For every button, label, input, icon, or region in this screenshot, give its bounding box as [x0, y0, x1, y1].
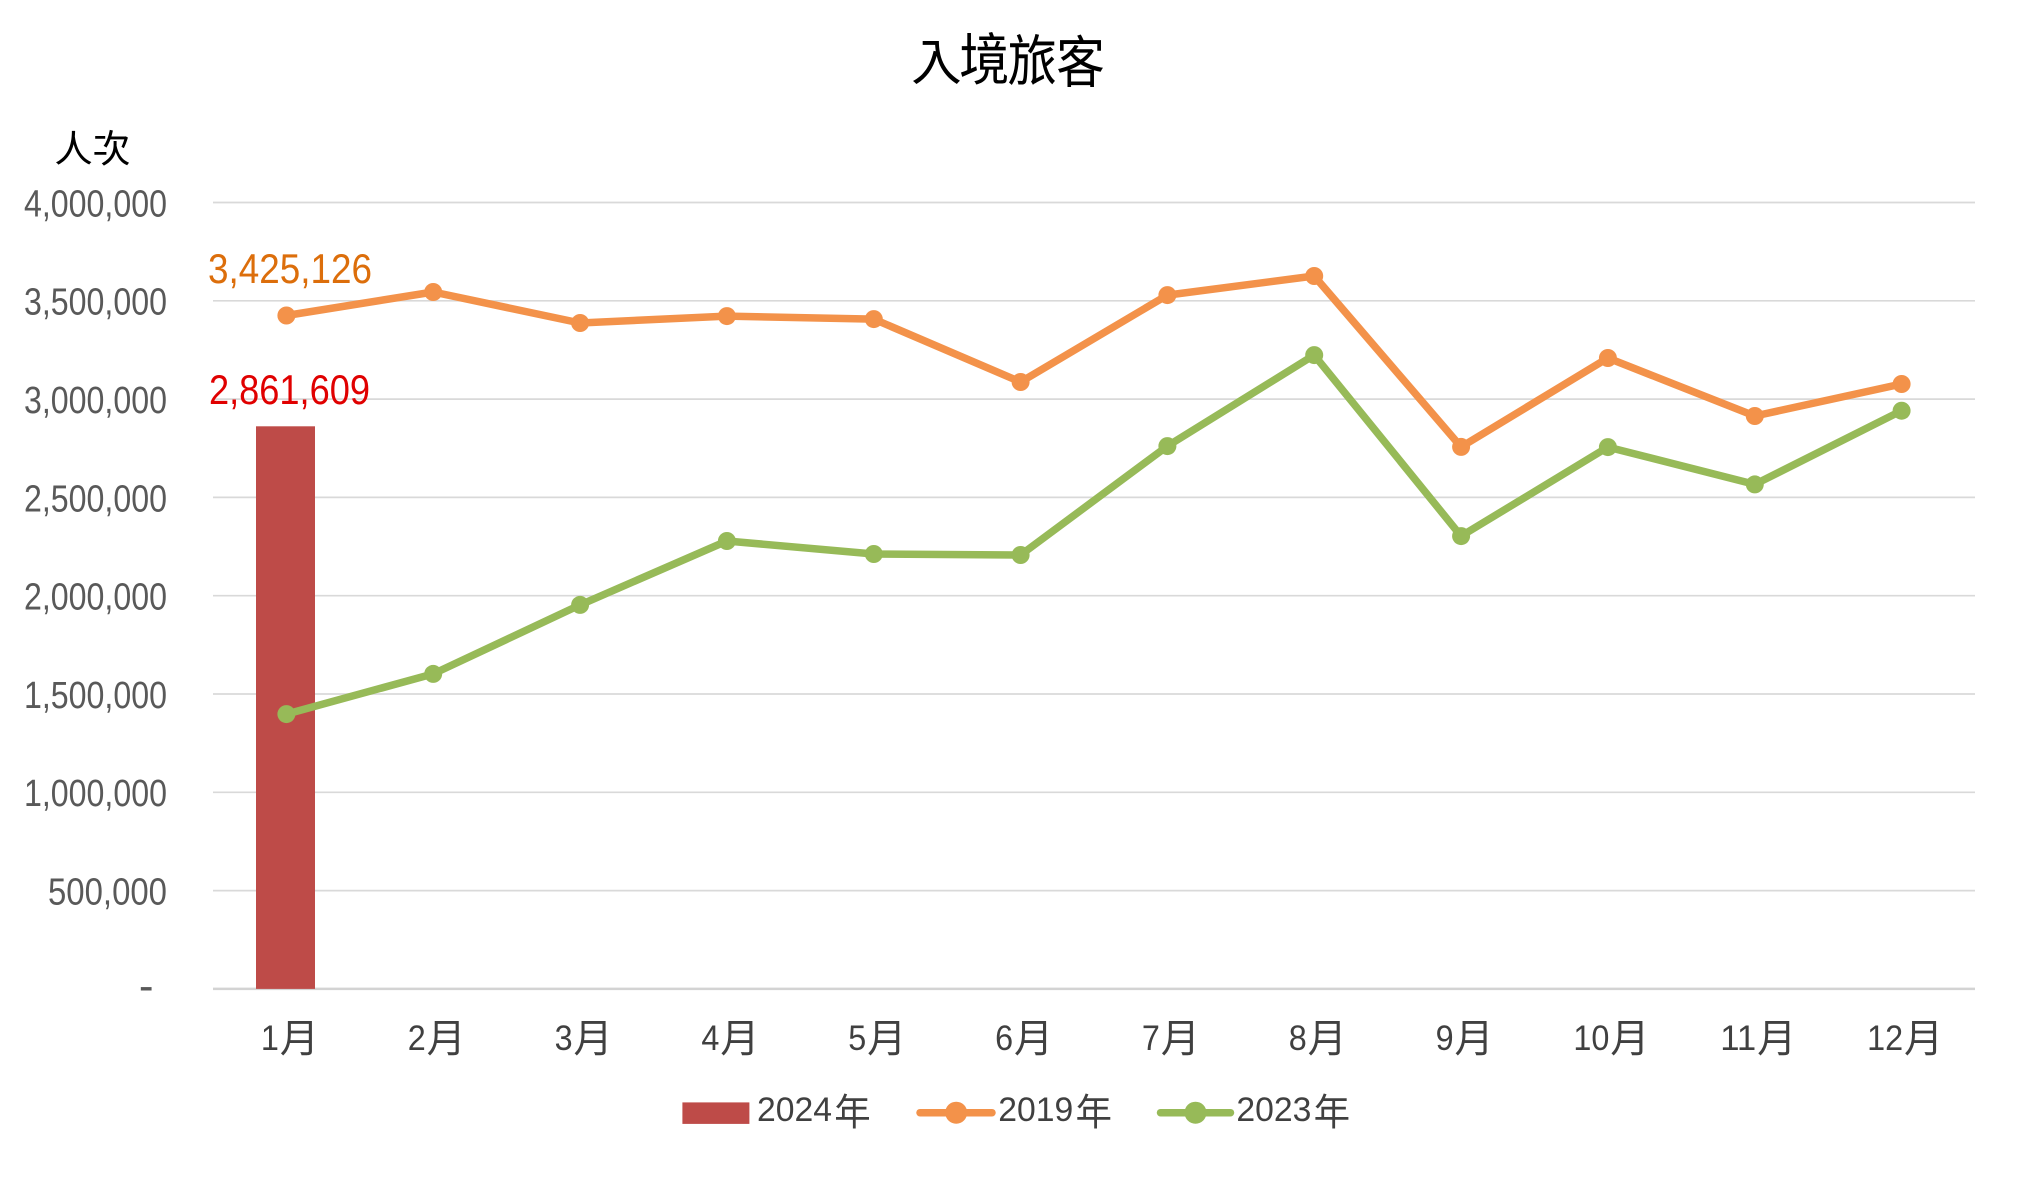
svg-text:2024: 2024 — [757, 1091, 832, 1129]
svg-text:7: 7 — [1142, 1019, 1160, 1058]
svg-text:1: 1 — [261, 1019, 279, 1058]
svg-text:-: - — [139, 961, 154, 1010]
svg-text:9: 9 — [1436, 1019, 1454, 1058]
svg-text:3,500,000: 3,500,000 — [24, 282, 167, 324]
svg-text:3: 3 — [555, 1019, 573, 1058]
svg-text:2: 2 — [408, 1019, 426, 1058]
svg-text:3,000,000: 3,000,000 — [24, 380, 167, 422]
svg-text:2,000,000: 2,000,000 — [24, 577, 167, 619]
svg-text:1,000,000: 1,000,000 — [24, 773, 167, 815]
svg-text:10: 10 — [1573, 1019, 1609, 1058]
svg-text:1,500,000: 1,500,000 — [24, 675, 167, 717]
svg-text:4: 4 — [701, 1019, 719, 1058]
svg-text:11: 11 — [1720, 1019, 1756, 1058]
svg-text:500,000: 500,000 — [48, 872, 167, 914]
svg-text:2,861,609: 2,861,609 — [209, 366, 370, 413]
svg-text:4,000,000: 4,000,000 — [24, 183, 167, 225]
svg-text:5: 5 — [848, 1019, 866, 1058]
svg-text:6: 6 — [995, 1019, 1013, 1058]
svg-text:2019: 2019 — [998, 1091, 1073, 1129]
svg-text:12: 12 — [1867, 1019, 1903, 1058]
svg-text:8: 8 — [1289, 1019, 1307, 1058]
svg-text:3,425,126: 3,425,126 — [208, 245, 372, 292]
svg-text:2,500,000: 2,500,000 — [24, 478, 167, 520]
svg-text:2023: 2023 — [1236, 1091, 1311, 1129]
